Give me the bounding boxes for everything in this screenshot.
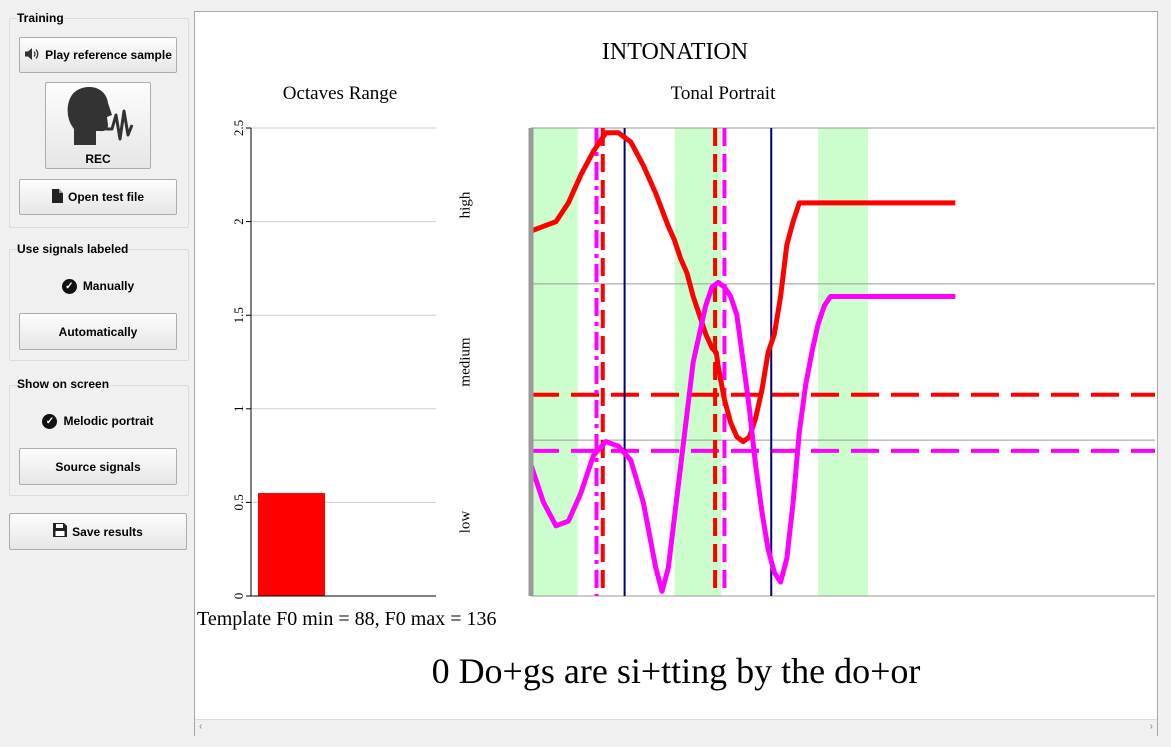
band-label-low: low	[457, 511, 473, 534]
scroll-right-icon[interactable]: ›	[1149, 721, 1153, 732]
melodic-portrait-label: Melodic portrait	[63, 414, 154, 428]
speaking-head-icon	[62, 85, 134, 150]
pitch-contour-1	[530, 130, 956, 445]
signals-group-title: Use signals labeled	[17, 242, 129, 256]
template-f0-info: Template F0 min = 88, F0 max = 136	[197, 608, 496, 630]
octaves-range-chart: Octaves Range 0 0.5 1 1.5 2 2.5	[231, 83, 436, 599]
open-test-file-label: Open test file	[67, 190, 144, 204]
check-icon: ✓	[61, 278, 77, 294]
show-group-title: Show on screen	[17, 377, 110, 391]
phrase-text: 0 Do+gs are si+tting by the do+or	[432, 651, 921, 691]
octaves-tick-label: 2.5	[231, 120, 246, 136]
band-label-high: high	[457, 191, 473, 218]
tonal-portrait-chart: Tonal Portrait high medium low	[457, 83, 1155, 597]
open-test-file-button[interactable]: Open test file	[19, 179, 177, 215]
pitch-contour-2	[528, 279, 956, 594]
green-region	[818, 128, 868, 596]
tonal-portrait-title: Tonal Portrait	[671, 83, 776, 104]
scroll-left-icon[interactable]: ‹	[199, 721, 203, 732]
training-group-title: Training	[17, 11, 64, 25]
save-results-label: Save results	[72, 524, 143, 539]
manually-label: Manually	[82, 279, 135, 293]
play-reference-button[interactable]: Play reference sample	[19, 37, 177, 73]
rec-label: REC	[85, 152, 111, 166]
octaves-tick-label: 0	[231, 593, 246, 600]
octaves-tick-label: 1	[231, 406, 246, 413]
rec-button[interactable]: REC	[45, 82, 151, 169]
melodic-portrait-option[interactable]: ✓ Melodic portrait	[19, 412, 177, 430]
speaker-icon	[24, 47, 40, 64]
check-icon: ✓	[42, 413, 58, 429]
octaves-bar	[258, 493, 325, 596]
source-signals-button[interactable]: Source signals	[19, 448, 177, 485]
octaves-tick-label: 1.5	[231, 307, 246, 323]
automatically-label: Automatically	[58, 324, 138, 339]
octaves-range-title: Octaves Range	[283, 83, 397, 104]
file-icon	[51, 188, 63, 206]
horizontal-scrollbar[interactable]: ‹ ›	[195, 719, 1157, 736]
automatically-button[interactable]: Automatically	[19, 313, 177, 350]
octaves-tick-label: 0.5	[231, 494, 246, 510]
save-icon	[53, 523, 68, 540]
manually-option[interactable]: ✓ Manually	[19, 277, 177, 295]
intonation-title: INTONATION	[602, 39, 748, 65]
play-reference-label: Play reference sample	[45, 48, 172, 62]
band-label-medium: medium	[457, 337, 473, 386]
source-signals-label: Source signals	[55, 459, 141, 474]
octaves-tick-label: 2	[231, 218, 246, 225]
save-results-button[interactable]: Save results	[9, 513, 187, 550]
